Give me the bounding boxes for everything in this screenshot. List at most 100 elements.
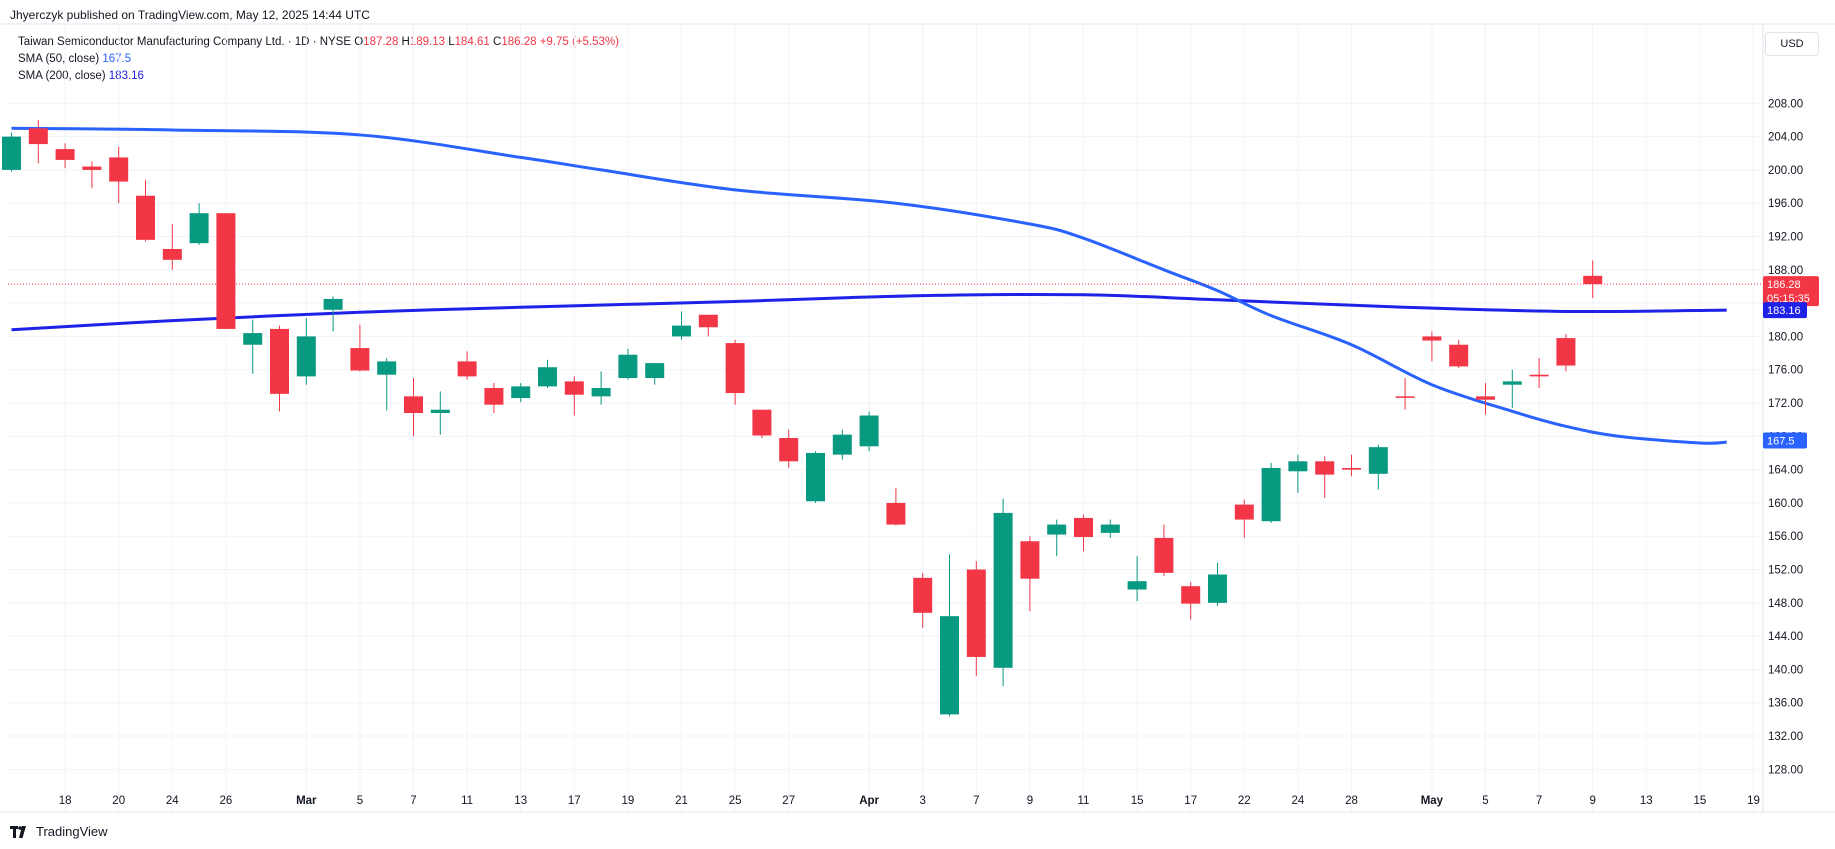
candle: [698, 314, 718, 337]
time-axis[interactable]: 18 20 24 26 Mar 5 7 11 13 17 19 21 25 27 Apr 3 7 9 11 15 17 2…: [59, 795, 1760, 807]
candle-body: [457, 361, 477, 377]
candle-body: [270, 328, 289, 394]
candle: [1261, 462, 1281, 523]
candle: [484, 383, 504, 414]
price-label-value: 167.5: [1767, 435, 1795, 447]
price-tick-label: 208.00: [1768, 98, 1803, 110]
currency-button[interactable]: USD: [1765, 32, 1819, 56]
time-tick-label: 11: [461, 795, 473, 807]
candle-body: [1047, 524, 1067, 535]
candle: [511, 383, 531, 403]
candle: [645, 363, 665, 385]
ohlc-value-c: 186.28: [501, 36, 537, 48]
time-tick-label: 19: [1747, 795, 1760, 807]
candle-body: [645, 363, 665, 379]
candle: [806, 451, 825, 503]
symbol-title[interactable]: Taiwan Semiconductor Manufacturing Compa…: [18, 36, 352, 48]
candle-body: [618, 354, 638, 379]
candle: [457, 351, 477, 380]
time-tick-label: 5: [357, 795, 363, 807]
candle: [618, 348, 638, 380]
candle-body: [940, 616, 959, 715]
candle-body: [1476, 396, 1495, 400]
price-tick-label: 188.00: [1768, 265, 1803, 277]
ohlc-value-l: 184.61: [454, 36, 490, 48]
candle-body: [993, 512, 1013, 668]
candle-body: [55, 149, 75, 160]
sma200-label: SMA (200, close): [18, 70, 106, 82]
candle: [1583, 260, 1603, 299]
candle-body: [859, 415, 879, 447]
price-tick-label: 180.00: [1768, 331, 1803, 343]
candle-body: [564, 381, 584, 395]
candle: [1181, 582, 1201, 620]
candle-body: [1449, 344, 1469, 367]
candle: [1449, 339, 1469, 369]
price-tick-label: 136.00: [1768, 698, 1803, 710]
candle: [1288, 454, 1308, 493]
legend-sma200-row[interactable]: SMA (200, close) 183.16: [18, 68, 619, 85]
candle-body: [913, 577, 933, 613]
candle-body: [1208, 574, 1227, 603]
candle-body: [698, 314, 718, 328]
candle: [296, 318, 316, 385]
candle-body: [1368, 447, 1388, 474]
price-tick-label: 200.00: [1768, 165, 1803, 177]
candle-body: [404, 396, 423, 414]
candle-body: [672, 325, 691, 337]
sma50-line: [11, 126, 1727, 445]
price-label-value: 186.28: [1767, 279, 1801, 291]
candle-body: [832, 434, 852, 455]
candle-body: [1315, 461, 1335, 475]
candle-body: [162, 249, 182, 260]
time-tick-label: 15: [1131, 795, 1144, 807]
grid-lines: [0, 23, 1835, 813]
sma200-line: [11, 292, 1727, 332]
candle: [270, 325, 289, 412]
candle: [538, 359, 557, 389]
candle: [2, 132, 21, 172]
time-tick-label: 25: [729, 795, 742, 807]
price-tick-label: 156.00: [1768, 531, 1803, 543]
candle: [966, 561, 986, 677]
price-tick-label: 152.00: [1768, 565, 1803, 577]
time-tick-label: Apr: [859, 795, 879, 807]
chart-legend: Taiwan Semiconductor Manufacturing Compa…: [18, 34, 619, 85]
candle-body: [1395, 396, 1415, 398]
price-label-sma200: 183.16: [1763, 302, 1807, 319]
candle: [1502, 369, 1522, 409]
candle: [1422, 331, 1442, 362]
price-tick-label: 160.00: [1768, 498, 1803, 510]
candle: [993, 498, 1013, 687]
publisher-line: Jhyerczyk published on TradingView.com, …: [10, 8, 370, 22]
price-tick-label: 192.00: [1768, 232, 1803, 244]
candle-body: [136, 195, 155, 240]
candle-body: [28, 128, 48, 145]
legend-sma50-row[interactable]: SMA (50, close) 167.5: [18, 51, 619, 68]
time-tick-label: 9: [1027, 795, 1033, 807]
price-tick-label: 148.00: [1768, 598, 1803, 610]
time-tick-label: 20: [112, 795, 125, 807]
brand-name: TradingView: [36, 824, 108, 839]
time-tick-label: 11: [1078, 795, 1090, 807]
candle: [1074, 514, 1093, 552]
footer-brand[interactable]: TradingView: [10, 824, 108, 839]
candle: [1100, 519, 1120, 538]
candle-body: [1502, 381, 1522, 385]
price-label-bg: [1763, 302, 1807, 319]
price-tick-label: 128.00: [1768, 764, 1803, 776]
candle: [1368, 444, 1388, 490]
candle-body: [296, 336, 316, 377]
price-change: +9.75 (+5.53%): [539, 36, 619, 48]
candle: [404, 378, 423, 437]
price-tick-label: 132.00: [1768, 731, 1803, 743]
candle-body: [591, 388, 611, 397]
time-tick-label: 7: [1536, 795, 1542, 807]
candle: [1127, 556, 1147, 602]
time-tick-label: 7: [410, 795, 416, 807]
candle-body: [377, 361, 397, 375]
price-tick-label: 140.00: [1768, 664, 1803, 676]
candle: [886, 487, 906, 526]
